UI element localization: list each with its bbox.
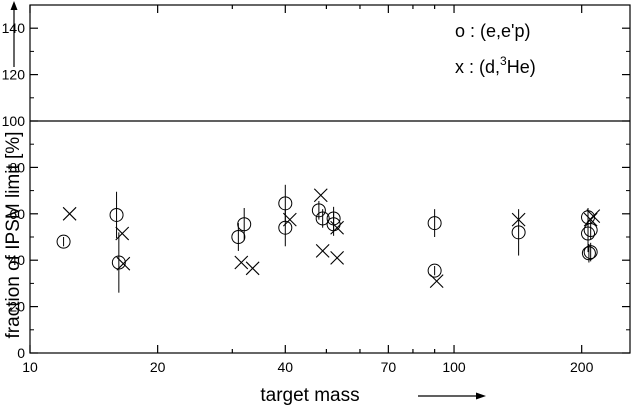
cross-marker <box>313 188 328 203</box>
cross-marker <box>586 209 601 224</box>
circle-marker <box>56 234 71 249</box>
y-tick-label: 0 <box>17 345 25 361</box>
cross-marker <box>234 255 249 270</box>
circle-marker <box>581 246 596 261</box>
y-axis-title: fraction of IPSM limit [%] <box>3 132 24 339</box>
circle-marker <box>237 217 252 232</box>
circle-marker <box>583 223 598 238</box>
cross-marker <box>315 244 330 258</box>
circle-marker <box>427 263 442 278</box>
cross-marker <box>282 212 297 227</box>
x-tick-label: 100 <box>442 359 466 375</box>
x-axis-arrowhead <box>476 392 486 400</box>
legend: o : (e,e'p) x : (d,3He) <box>455 21 536 77</box>
circle-marker <box>278 196 293 211</box>
y-tick-label: 120 <box>2 67 26 83</box>
legend-entry-d-3he: x : (d,3He) <box>455 54 536 77</box>
y-tick-label: 60 <box>9 206 25 222</box>
y-tick-label: 40 <box>9 252 25 268</box>
cross-marker <box>116 256 131 271</box>
x-tick-label: 10 <box>22 359 38 375</box>
circle-marker <box>427 216 442 231</box>
circle-marker <box>583 245 598 260</box>
circle-marker <box>511 225 526 240</box>
legend-entry-ee-p: o : (e,e'p) <box>455 21 530 41</box>
data-markers <box>56 188 601 288</box>
x-tick-label: 70 <box>381 359 397 375</box>
x-axis-title: target mass <box>260 385 359 406</box>
circle-marker <box>315 211 330 226</box>
cross-marker <box>429 274 444 288</box>
cross-marker <box>245 261 260 276</box>
plot-frame <box>29 4 631 354</box>
cross-marker <box>115 226 130 241</box>
circle-marker <box>109 207 124 222</box>
y-tick-label: 100 <box>2 113 26 129</box>
circle-marker <box>581 226 596 241</box>
cross-marker <box>330 250 345 265</box>
cross-marker <box>583 212 598 227</box>
circle-marker <box>278 220 293 235</box>
y-tick-label: 80 <box>9 159 25 175</box>
circle-marker <box>311 203 326 218</box>
y-tick-label: 20 <box>9 299 25 315</box>
cross-marker <box>62 206 77 221</box>
x-tick-label: 200 <box>570 359 594 375</box>
x-tick-label: 40 <box>278 359 294 375</box>
circle-marker <box>231 230 246 244</box>
circle-marker <box>111 255 126 270</box>
x-tick-label: 20 <box>150 359 166 375</box>
y-axis-arrowhead <box>10 1 18 10</box>
cross-marker <box>511 212 526 227</box>
cross-marker <box>330 220 345 235</box>
